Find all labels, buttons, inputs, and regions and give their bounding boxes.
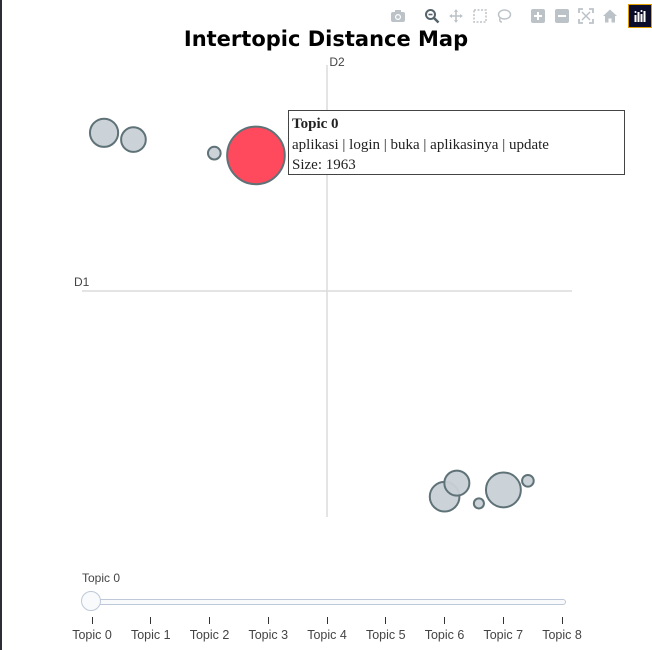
topic-bubble-topic-6[interactable] (472, 497, 485, 510)
slider-step-label[interactable]: Topic 8 (542, 628, 582, 642)
hover-topic: Topic 0 (292, 116, 339, 132)
reset-axes-icon[interactable] (598, 6, 622, 26)
hover-tooltip: Topic 0 aplikasi | login | buka | aplika… (288, 110, 625, 175)
slider-current-value: Topic 0 (82, 571, 121, 585)
slider-tick (150, 617, 152, 624)
slider-step-label[interactable]: Topic 5 (365, 628, 406, 642)
topic-bubble-topic-5[interactable] (443, 469, 471, 497)
topic-bubble-topic-2[interactable] (120, 126, 147, 153)
y-axis-label: D2 (329, 55, 345, 69)
plot-modebar (386, 4, 652, 28)
slider-step-label[interactable]: Topic 4 (307, 628, 347, 642)
topic-bubbles (88, 117, 535, 513)
slider-step-label[interactable]: Topic 3 (248, 628, 289, 642)
zoom-icon[interactable] (420, 6, 444, 26)
box-select-icon[interactable] (468, 6, 492, 26)
slider-grip[interactable] (81, 591, 101, 611)
slider-rail[interactable] (83, 599, 566, 605)
topic-bubble-topic-1[interactable] (88, 117, 120, 148)
window-edge (0, 0, 2, 650)
lasso-select-icon[interactable] (492, 6, 516, 26)
zoom-out-icon[interactable] (550, 6, 574, 26)
zoom-in-icon[interactable] (526, 6, 550, 26)
topic-bubble-topic-7[interactable] (484, 471, 522, 509)
slider-tick (502, 617, 504, 624)
topic-bubble-topic-0[interactable] (226, 125, 286, 186)
slider-step-label[interactable]: Topic 2 (189, 628, 230, 642)
slider-tick (561, 617, 563, 624)
slider-tick (209, 617, 210, 624)
x-axis-label: D1 (74, 275, 90, 289)
slider-tick (444, 617, 445, 624)
slider-tick (326, 617, 328, 624)
topic-bubble-topic-8[interactable] (521, 474, 535, 488)
topic-bubble-topic-3[interactable] (206, 145, 222, 161)
slider-step-label[interactable]: Topic 0 (72, 628, 112, 642)
slider-step-label[interactable]: Topic 1 (130, 628, 171, 642)
autoscale-icon[interactable] (574, 6, 598, 26)
camera-icon[interactable] (386, 6, 410, 26)
slider-tick (267, 617, 269, 624)
chart-title: Intertopic Distance Map (183, 27, 469, 51)
slider-step-label[interactable]: Topic 7 (483, 628, 524, 642)
slider-step-label[interactable]: Topic 6 (424, 628, 465, 642)
hover-size: Size: 1963 (292, 157, 356, 173)
slider-tick (385, 617, 387, 624)
slider-tick (91, 617, 93, 624)
pan-icon[interactable] (444, 6, 468, 26)
hover-words: aplikasi | login | buka | aplikasinya | … (292, 136, 549, 153)
